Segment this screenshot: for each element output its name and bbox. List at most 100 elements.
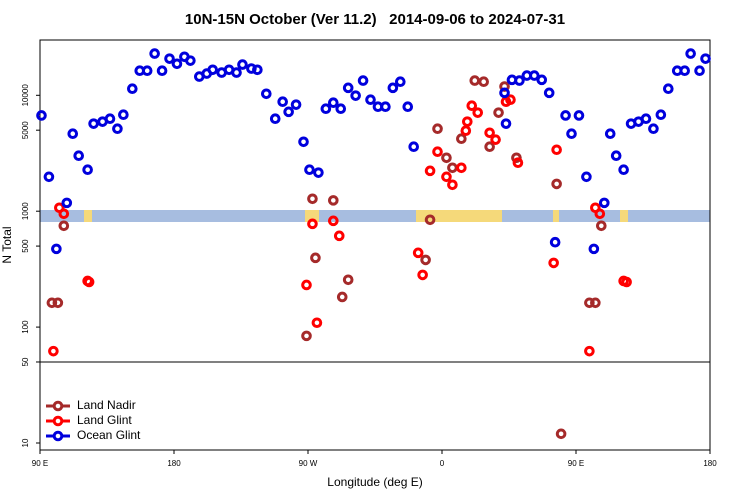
point bbox=[301, 279, 312, 291]
point bbox=[424, 214, 436, 226]
point bbox=[357, 75, 369, 86]
x-tick-label: 180 bbox=[167, 459, 181, 468]
point bbox=[185, 55, 196, 66]
point bbox=[342, 274, 354, 286]
point bbox=[555, 428, 567, 440]
point bbox=[58, 208, 70, 220]
y-tick-label: 5000 bbox=[21, 121, 30, 139]
point bbox=[402, 101, 414, 113]
y-tick-label: 100 bbox=[21, 320, 30, 334]
point bbox=[543, 87, 555, 99]
point bbox=[290, 99, 302, 110]
point bbox=[424, 165, 436, 177]
point bbox=[663, 83, 674, 95]
point bbox=[283, 106, 294, 118]
point bbox=[380, 101, 391, 113]
legend-label: Ocean Glint bbox=[77, 428, 141, 442]
point bbox=[598, 197, 610, 209]
point bbox=[104, 113, 116, 125]
point bbox=[700, 53, 711, 64]
point bbox=[536, 74, 548, 86]
point bbox=[48, 345, 59, 357]
point bbox=[311, 317, 323, 329]
legend-swatch bbox=[52, 415, 64, 427]
point bbox=[412, 247, 424, 259]
point bbox=[604, 128, 616, 140]
x-tick-label: 180 bbox=[703, 459, 717, 468]
point bbox=[313, 167, 324, 178]
point bbox=[484, 127, 495, 139]
point bbox=[596, 220, 607, 232]
plot-frame bbox=[39, 39, 711, 451]
point bbox=[261, 88, 272, 100]
point bbox=[621, 276, 632, 288]
point bbox=[141, 65, 153, 77]
point bbox=[432, 123, 443, 134]
point bbox=[417, 269, 428, 281]
point bbox=[640, 113, 652, 125]
point bbox=[83, 276, 95, 288]
point bbox=[307, 193, 318, 205]
point bbox=[58, 220, 70, 232]
point bbox=[469, 75, 481, 86]
y-tick-label: 1000 bbox=[21, 202, 30, 220]
chart-title: 10N-15N October (Ver 11.2) 2014-09-06 to… bbox=[185, 11, 565, 28]
point bbox=[36, 110, 47, 121]
point bbox=[252, 64, 263, 76]
point bbox=[581, 171, 592, 183]
point bbox=[584, 345, 595, 357]
point bbox=[408, 141, 420, 153]
point bbox=[618, 164, 629, 176]
point bbox=[277, 96, 288, 108]
point bbox=[164, 53, 175, 64]
point bbox=[432, 146, 443, 158]
point bbox=[82, 164, 93, 176]
point bbox=[594, 208, 606, 220]
point bbox=[310, 252, 321, 264]
point bbox=[529, 70, 540, 81]
point bbox=[73, 150, 85, 162]
point bbox=[207, 64, 219, 76]
point bbox=[549, 236, 561, 248]
point bbox=[67, 128, 79, 140]
map-band bbox=[40, 210, 710, 222]
point bbox=[514, 75, 525, 86]
x-tick-label: 90 E bbox=[568, 459, 584, 468]
point bbox=[333, 230, 345, 242]
point bbox=[484, 141, 495, 153]
point bbox=[88, 118, 99, 129]
point bbox=[551, 144, 562, 156]
x-tick-label: 0 bbox=[440, 459, 445, 468]
point bbox=[328, 195, 339, 206]
point bbox=[395, 76, 406, 88]
point bbox=[387, 82, 399, 94]
point bbox=[441, 152, 452, 164]
point bbox=[298, 136, 309, 148]
point bbox=[551, 178, 562, 190]
point bbox=[365, 94, 376, 106]
point bbox=[566, 128, 577, 140]
point bbox=[269, 113, 281, 125]
x-axis-label: Longitude (deg E) bbox=[327, 475, 422, 489]
point bbox=[61, 197, 73, 209]
point bbox=[447, 162, 458, 174]
point bbox=[505, 94, 516, 106]
point bbox=[335, 103, 347, 115]
point bbox=[127, 83, 138, 95]
point bbox=[694, 65, 705, 77]
point bbox=[655, 109, 667, 121]
point bbox=[548, 257, 559, 269]
point bbox=[156, 65, 168, 77]
point bbox=[237, 59, 248, 70]
point bbox=[588, 243, 600, 255]
y-tick-label: 500 bbox=[21, 239, 30, 253]
point bbox=[231, 67, 242, 78]
legend-swatch bbox=[52, 400, 64, 412]
legend-swatch bbox=[52, 430, 64, 442]
point bbox=[462, 116, 473, 127]
point bbox=[350, 90, 361, 101]
point bbox=[460, 125, 472, 136]
point bbox=[118, 109, 129, 121]
point bbox=[420, 254, 431, 266]
